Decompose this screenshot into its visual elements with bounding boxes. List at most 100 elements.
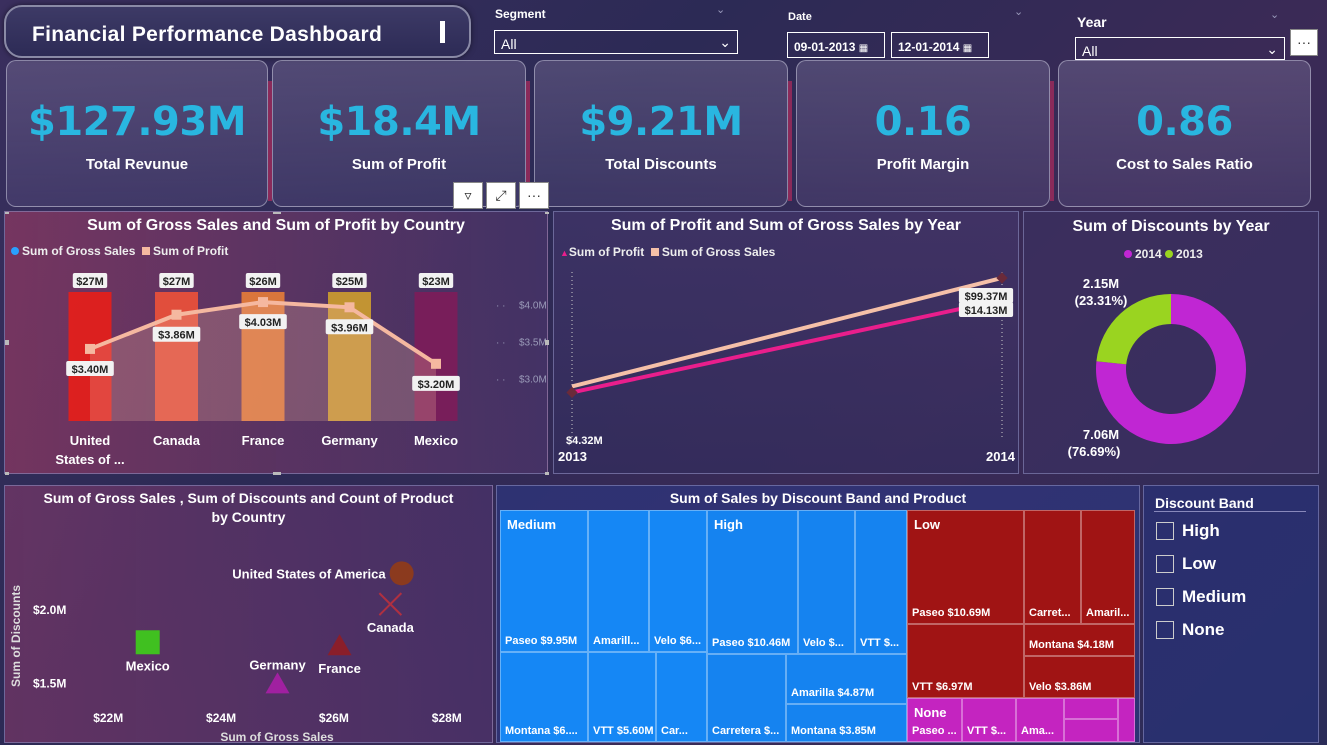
segment-dropdown-value: All bbox=[501, 36, 517, 52]
treemap-cell[interactable]: Amarill... bbox=[588, 510, 649, 652]
calendar-icon[interactable]: ▦ bbox=[962, 43, 973, 54]
line-data-label: $3.20M bbox=[418, 379, 455, 391]
line-data-label-bg bbox=[958, 287, 1014, 303]
x-tick-label: $24M bbox=[206, 711, 236, 725]
discount-band-treemap[interactable]: Sum of Sales by Discount Band and Produc… bbox=[496, 485, 1140, 743]
filter-icon[interactable]: ▿ bbox=[453, 182, 483, 209]
line-data-label: $3.86M bbox=[158, 330, 195, 342]
year-collapse-icon[interactable]: ⌄ bbox=[1270, 9, 1280, 21]
treemap-cell[interactable]: Montana $4.18M bbox=[1024, 624, 1135, 656]
treemap-cell[interactable]: Velo $... bbox=[798, 510, 855, 654]
kpi-divider bbox=[1050, 81, 1054, 201]
page-title: Financial Performance Dashboard bbox=[32, 23, 383, 46]
treemap-cell[interactable]: Ama... bbox=[1016, 698, 1064, 742]
chart-legend: 2014 2013 bbox=[1124, 247, 1203, 261]
kpi-value: $9.21M bbox=[579, 99, 743, 145]
calendar-icon[interactable]: ▦ bbox=[858, 43, 869, 54]
treemap-cell-label: Amarill... bbox=[593, 635, 640, 647]
kpi-label: Cost to Sales Ratio bbox=[1116, 156, 1253, 173]
date-end-value: 12-01-2014 bbox=[898, 40, 960, 54]
legend-dot-icon bbox=[1124, 250, 1132, 258]
bar-data-label: $23M bbox=[422, 276, 450, 288]
year-line-chart[interactable]: Sum of Profit and Sum of Gross Sales by … bbox=[553, 211, 1019, 474]
checkbox-low[interactable] bbox=[1156, 555, 1174, 573]
treemap-cell[interactable]: Carret... bbox=[1024, 510, 1081, 624]
treemap-cell-label: VTT $6.97M bbox=[912, 681, 973, 693]
line-data-label: $3.40M bbox=[72, 364, 109, 376]
year-chart-plot: $99.37M $14.13M $4.32M 2013 2014 bbox=[558, 272, 1016, 464]
treemap-cell-label: Paseo ... bbox=[912, 725, 957, 737]
option-label[interactable]: Medium bbox=[1182, 587, 1247, 606]
line-data-label-bg bbox=[325, 319, 374, 335]
legend-item: 2014 bbox=[1135, 247, 1162, 261]
treemap-cell[interactable]: Montana $3.85M bbox=[786, 704, 907, 742]
option-label[interactable]: Low bbox=[1182, 554, 1216, 573]
treemap-cell[interactable]: None Paseo ... bbox=[907, 698, 962, 742]
option-label[interactable]: None bbox=[1182, 620, 1225, 639]
line-data-label-bg bbox=[239, 314, 287, 330]
checkbox-high[interactable] bbox=[1156, 522, 1174, 540]
treemap-cell[interactable] bbox=[1118, 698, 1135, 742]
treemap-cell[interactable]: VTT $6.97M bbox=[907, 624, 1024, 698]
treemap-cell[interactable]: VTT $... bbox=[855, 510, 907, 654]
line-data-label-bg bbox=[152, 326, 201, 342]
treemap-cell[interactable]: Amarilla $4.87M bbox=[786, 654, 907, 704]
visual-more-button[interactable]: ··· bbox=[519, 182, 549, 209]
treemap-cell[interactable]: Velo $6... bbox=[649, 510, 707, 652]
y2-tick-dots: · · bbox=[496, 338, 505, 349]
treemap-cell[interactable]: VTT $5.60M bbox=[588, 652, 656, 742]
slice-data-label: 7.06M bbox=[1083, 427, 1119, 442]
treemap-group-label: Low bbox=[914, 517, 940, 532]
treemap-cell-label: Ama... bbox=[1021, 725, 1055, 737]
x-tick-label: Mexico bbox=[414, 433, 458, 448]
discount-donut-chart[interactable]: Sum of Discounts by Year 2014 2013 2.15M… bbox=[1023, 211, 1319, 474]
chart-title-line2: by Country bbox=[211, 509, 286, 525]
legend-item: 2013 bbox=[1176, 247, 1203, 261]
slice-pct-label: (23.31%) bbox=[1075, 293, 1128, 308]
chart-legend: ▲Sum of Profit Sum of Gross Sales bbox=[560, 245, 775, 259]
bar-data-label-bg bbox=[72, 273, 108, 288]
treemap-cell[interactable] bbox=[1064, 719, 1118, 742]
treemap-cell-label: Montana $3.85M bbox=[791, 725, 876, 737]
segment-collapse-icon[interactable]: ⌄ bbox=[716, 4, 726, 16]
treemap-cell[interactable]: Medium Paseo $9.95M bbox=[500, 510, 588, 652]
scatter-point-label: United States of America bbox=[232, 566, 386, 581]
treemap-cell[interactable]: High Paseo $10.46M bbox=[707, 510, 798, 654]
bar-data-label-bg bbox=[418, 273, 454, 288]
date-label: Date bbox=[788, 11, 812, 23]
segment-dropdown[interactable]: All ⌄ bbox=[494, 30, 738, 54]
checkbox-none[interactable] bbox=[1156, 621, 1174, 639]
kpi-value: 0.86 bbox=[1136, 99, 1233, 145]
resize-handle bbox=[273, 472, 281, 475]
y-tick-label: $1.5M bbox=[33, 676, 66, 690]
country-scatter-chart[interactable]: Sum of Gross Sales , Sum of Discounts an… bbox=[4, 485, 493, 744]
treemap-cell[interactable]: Montana $6.... bbox=[500, 652, 588, 742]
legend-dot-icon bbox=[1165, 250, 1174, 258]
scatter-point-triangle bbox=[265, 672, 290, 694]
more-options-button[interactable]: ··· bbox=[1290, 29, 1318, 56]
date-end-input[interactable]: 12-01-2014 ▦ bbox=[891, 32, 989, 58]
point-marker bbox=[996, 272, 1008, 284]
chart-title: Sum of Profit and Sum of Gross Sales by … bbox=[610, 217, 962, 234]
year-dropdown[interactable]: All ⌄ bbox=[1075, 37, 1285, 60]
treemap-cell[interactable]: VTT $... bbox=[962, 698, 1016, 742]
line-data-label-bg bbox=[958, 301, 1014, 317]
treemap-cell[interactable]: Velo $3.86M bbox=[1024, 656, 1135, 698]
legend-square-icon bbox=[142, 247, 151, 255]
focus-mode-icon[interactable]: ⤢ bbox=[486, 182, 516, 209]
y2-tick-label: $3.0M bbox=[519, 375, 547, 386]
country-combo-chart[interactable]: Sum of Gross Sales and Sum of Profit by … bbox=[4, 211, 549, 475]
treemap-cell-label: VTT $5.60M bbox=[593, 725, 654, 737]
treemap-cell[interactable]: Low Paseo $10.69M bbox=[907, 510, 1024, 624]
treemap-cell[interactable]: Amaril... bbox=[1081, 510, 1135, 624]
date-start-input[interactable]: 09-01-2013 ▦ bbox=[787, 32, 885, 58]
checkbox-medium[interactable] bbox=[1156, 588, 1174, 606]
y2-tick-label: $4.0M bbox=[519, 300, 547, 311]
option-label[interactable]: High bbox=[1182, 521, 1220, 540]
profit-marker bbox=[171, 309, 182, 320]
treemap-cell[interactable] bbox=[1064, 698, 1118, 719]
date-collapse-icon[interactable]: ⌄ bbox=[1014, 6, 1024, 18]
legend-item: Sum of Profit bbox=[568, 245, 645, 259]
treemap-cell[interactable]: Carretera $... bbox=[707, 654, 786, 742]
treemap-cell[interactable]: Car... bbox=[656, 652, 707, 742]
